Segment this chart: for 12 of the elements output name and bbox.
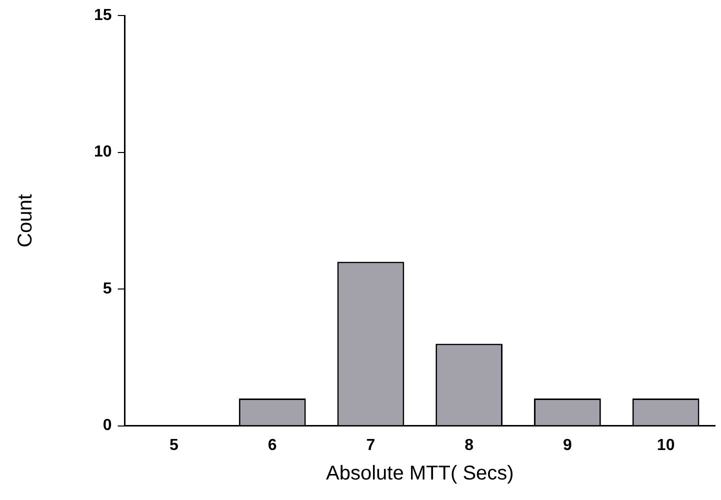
- x-tick-label: 9: [562, 436, 572, 454]
- y-axis-title: Count: [14, 194, 37, 248]
- x-tick-label: 5: [170, 436, 179, 454]
- y-tick-label: 0: [102, 417, 112, 434]
- y-tick-label: 5: [102, 280, 112, 298]
- x-tick-label: 6: [268, 436, 277, 454]
- x-tick-label: 7: [366, 436, 376, 454]
- x-tick-label: 8: [464, 436, 474, 454]
- x-axis-title: Absolute MTT( Secs): [326, 462, 514, 485]
- x-tick-label: 10: [656, 436, 675, 454]
- y-tick-label: 10: [94, 144, 112, 161]
- y-tick-label: 15: [94, 7, 112, 24]
